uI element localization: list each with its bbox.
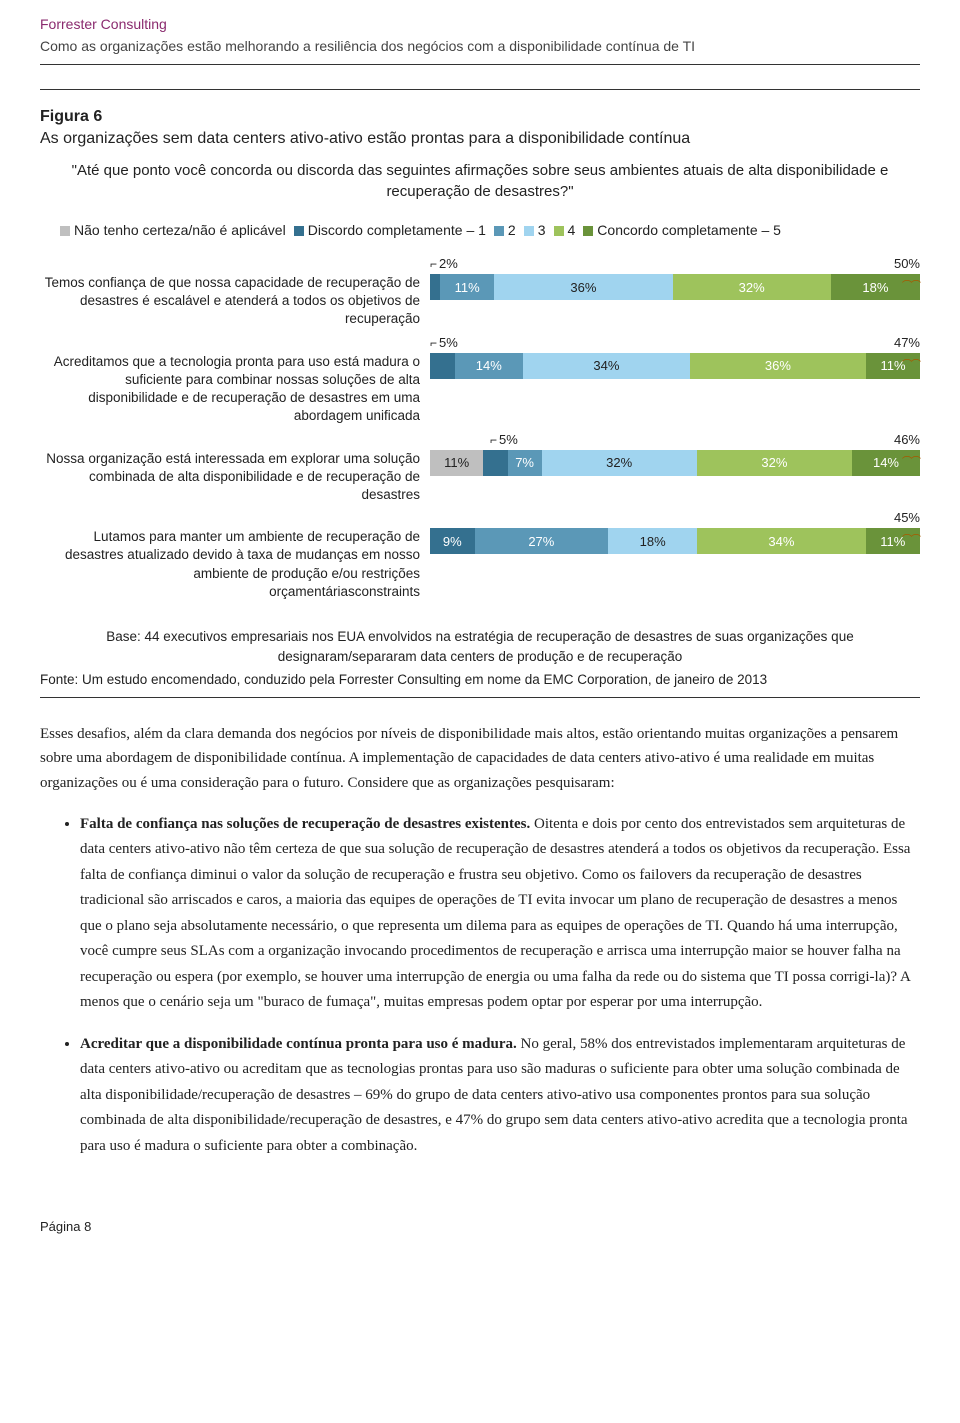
chart-bar-column: 5%46%︵︵11%7%32%32%14%: [430, 432, 920, 476]
chart-row-label: Lutamos para manter um ambiente de recup…: [40, 510, 420, 601]
legend-item: Discordo completamente – 1: [294, 222, 486, 238]
bar-segment: 32%: [542, 450, 697, 476]
bar-segment: 32%: [673, 274, 831, 300]
body-intro: Esses desafios, além da clara demanda do…: [40, 722, 920, 796]
bar-segment: 32%: [697, 450, 852, 476]
brand-name: Forrester Consulting: [40, 16, 920, 32]
stacked-bar: 9%27%18%34%11%: [430, 528, 920, 554]
chart-row: Temos confiança de que nossa capacidade …: [40, 256, 920, 329]
legend-swatch: [494, 226, 504, 236]
callout-right: 47%: [894, 335, 920, 350]
stacked-bar: 11%36%32%18%: [430, 274, 920, 300]
bar-segment: 18%: [608, 528, 697, 554]
source-note: Fonte: Um estudo encomendado, conduzido …: [40, 672, 920, 698]
legend-item: 4: [554, 222, 576, 238]
figure-label: Figura 6: [40, 108, 920, 126]
stacked-bar-chart: Temos confiança de que nossa capacidade …: [40, 256, 920, 601]
legend-label: 2: [508, 222, 516, 238]
legend-label: 3: [538, 222, 546, 238]
bullet-item: Falta de confiança nas soluções de recup…: [80, 812, 920, 1016]
legend-swatch: [294, 226, 304, 236]
bar-segment: [430, 353, 455, 379]
chart-row: Lutamos para manter um ambiente de recup…: [40, 510, 920, 601]
base-note: Base: 44 executivos empresariais nos EUA…: [40, 627, 920, 668]
bar-segment: 36%: [494, 274, 672, 300]
separator: [40, 89, 920, 90]
bar-segment: 9%: [430, 528, 475, 554]
legend-label: Concordo completamente – 5: [597, 222, 781, 238]
legend-item: Não tenho certeza/não é aplicável: [60, 222, 286, 238]
chart-bar-column: 5% 47%︵︵14%34%36%11%: [430, 335, 920, 379]
chart-row-label: Temos confiança de que nossa capacidade …: [40, 256, 420, 329]
chart-row: Nossa organização está interessada em ex…: [40, 432, 920, 505]
figure-title: As organizações sem data centers ativo-a…: [40, 130, 920, 148]
bar-segment: 27%: [475, 528, 609, 554]
bracket-icon: ︵︵: [902, 270, 920, 285]
bar-segment: [483, 450, 507, 476]
stacked-bar: 11%7%32%32%14%: [430, 450, 920, 476]
bullet-item: Acreditar que a disponibilidade contínua…: [80, 1032, 920, 1160]
bracket-icon: ︵︵: [902, 446, 920, 461]
bar-segment: 11%: [440, 274, 494, 300]
document-subtitle: Como as organizações estão melhorando a …: [40, 38, 920, 65]
bullet-text: Oitenta e dois por cento dos entrevistad…: [80, 816, 910, 1011]
bar-segment: 36%: [690, 353, 866, 379]
bar-callout: 5%46%︵︵: [430, 432, 920, 448]
stacked-bar: 14%34%36%11%: [430, 353, 920, 379]
survey-question: "Até que ponto você concorda ou discorda…: [60, 160, 900, 202]
page-number: Página 8: [40, 1219, 920, 1234]
chart-bar-column: 45%︵︵9%27%18%34%11%: [430, 510, 920, 554]
bar-segment: 14%: [455, 353, 524, 379]
callout-right: 46%: [894, 432, 920, 447]
bar-segment: 7%: [508, 450, 542, 476]
bullet-list: Falta de confiança nas soluções de recup…: [40, 812, 920, 1160]
chart-row-label: Acreditamos que a tecnologia pronta para…: [40, 335, 420, 426]
legend-label: Discordo completamente – 1: [308, 222, 486, 238]
legend-label: 4: [568, 222, 576, 238]
bracket-icon: ︵︵: [902, 349, 920, 364]
bar-segment: 11%: [430, 450, 483, 476]
callout-right: 50%: [894, 256, 920, 271]
bullet-lead: Acreditar que a disponibilidade contínua…: [80, 1036, 517, 1052]
bar-callout: 2%50%︵︵: [430, 256, 920, 272]
bar-callout: 45%︵︵: [430, 510, 920, 526]
chart-legend: Não tenho certeza/não é aplicável Discord…: [40, 222, 920, 238]
bar-segment: [430, 274, 440, 300]
callout-left: 2%: [430, 256, 458, 271]
legend-item: 3: [524, 222, 546, 238]
callout-left: 5%: [430, 335, 458, 350]
callout-right: 45%: [894, 510, 920, 525]
legend-swatch: [554, 226, 564, 236]
callout-left: 5%: [490, 432, 518, 447]
chart-bar-column: 2% 50%︵︵11%36%32%18%: [430, 256, 920, 300]
bar-segment: 34%: [697, 528, 865, 554]
legend-swatch: [60, 226, 70, 236]
bullet-text: No geral, 58% dos entrevistados implemen…: [80, 1036, 908, 1154]
legend-label: Não tenho certeza/não é aplicável: [74, 222, 286, 238]
legend-swatch: [524, 226, 534, 236]
legend-swatch: [583, 226, 593, 236]
bar-callout: 5%47%︵︵: [430, 335, 920, 351]
bracket-icon: ︵︵: [902, 524, 920, 539]
chart-row-label: Nossa organização está interessada em ex…: [40, 432, 420, 505]
legend-item: Concordo completamente – 5: [583, 222, 781, 238]
bullet-lead: Falta de confiança nas soluções de recup…: [80, 816, 530, 832]
bar-segment: 34%: [523, 353, 690, 379]
legend-item: 2: [494, 222, 516, 238]
chart-row: Acreditamos que a tecnologia pronta para…: [40, 335, 920, 426]
